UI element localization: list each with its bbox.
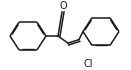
- Text: O: O: [59, 1, 67, 11]
- Text: Cl: Cl: [84, 59, 94, 69]
